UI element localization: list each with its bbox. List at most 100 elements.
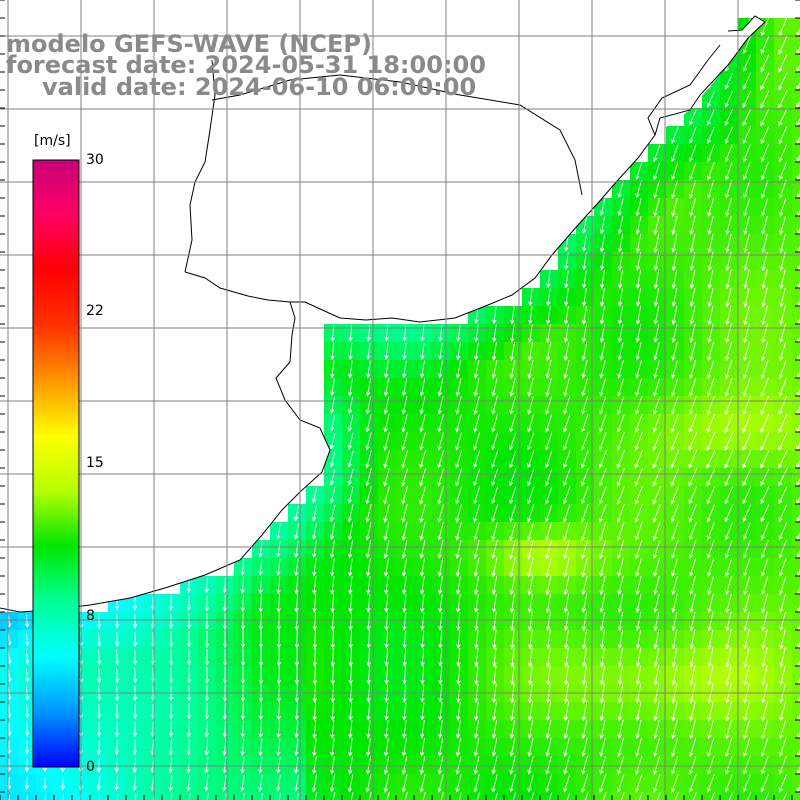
wind-arrow xyxy=(706,504,715,523)
wind-arrow xyxy=(617,342,624,361)
wind-arrow xyxy=(222,757,227,774)
wind-arrow xyxy=(383,756,390,775)
wind-arrow xyxy=(707,215,714,235)
wind-arrow xyxy=(204,649,210,666)
wind-arrow xyxy=(473,468,481,487)
wind-cell xyxy=(504,792,523,800)
wind-arrow xyxy=(527,737,534,757)
wind-arrow xyxy=(491,756,498,775)
wind-arrow xyxy=(311,540,317,559)
wind-arrow xyxy=(689,737,697,757)
wind-arrow xyxy=(563,539,571,560)
wind-arrow xyxy=(779,323,787,344)
wind-arrow xyxy=(527,359,534,380)
wind-arrow xyxy=(617,360,624,379)
wind-arrow xyxy=(114,757,119,774)
wind-cell xyxy=(792,792,800,800)
wind-arrow xyxy=(366,594,371,613)
wind-arrow xyxy=(652,431,662,451)
wind-arrow xyxy=(689,162,697,181)
wind-arrow xyxy=(743,575,751,595)
wind-cell xyxy=(486,792,505,800)
wind-arrow xyxy=(725,557,733,577)
wind-arrow xyxy=(599,287,605,307)
wind-arrow xyxy=(437,450,445,469)
wind-arrow xyxy=(527,647,533,668)
wind-arrow xyxy=(330,342,335,361)
wind-arrow xyxy=(384,648,389,667)
wind-arrow xyxy=(635,162,643,181)
wind-arrow xyxy=(60,776,65,791)
wind-cell xyxy=(792,144,800,163)
wind-arrow xyxy=(509,774,516,793)
wind-arrow xyxy=(473,539,480,560)
wind-arrow xyxy=(580,521,589,542)
wind-arrow xyxy=(634,503,643,523)
wind-arrow xyxy=(527,539,535,560)
wind-arrow xyxy=(671,629,678,650)
wind-arrow xyxy=(779,287,786,308)
wind-arrow xyxy=(455,594,461,613)
wind-arrow xyxy=(724,774,733,793)
wind-arrow xyxy=(638,791,643,800)
wind-arrow xyxy=(437,576,443,595)
wind-arrow xyxy=(527,665,533,686)
wind-arrow xyxy=(96,721,102,738)
wind-arrow xyxy=(742,468,752,487)
wind-arrow xyxy=(653,629,660,650)
wind-arrow xyxy=(563,323,570,344)
wind-arrow xyxy=(635,557,643,578)
wind-arrow xyxy=(778,162,787,181)
wind-arrow xyxy=(616,468,625,487)
wind-arrow xyxy=(491,396,498,415)
wind-arrow xyxy=(204,739,209,756)
wind-arrow xyxy=(224,793,227,800)
wind-cell xyxy=(360,792,379,800)
wind-arrow xyxy=(581,270,587,289)
wind-arrow xyxy=(689,719,696,740)
wind-arrow xyxy=(545,468,553,487)
wind-arrow xyxy=(311,522,318,540)
wind-arrow xyxy=(545,486,553,505)
wind-arrow xyxy=(778,180,787,199)
wind-arrow xyxy=(689,665,696,686)
wind-arrow xyxy=(635,737,642,757)
wind-arrow xyxy=(761,341,769,362)
wind-arrow xyxy=(438,612,443,631)
wind-arrow xyxy=(222,739,227,756)
wind-arrow xyxy=(420,342,425,361)
wind-arrow xyxy=(383,450,390,469)
wind-arrow xyxy=(365,774,372,793)
wind-arrow xyxy=(491,738,498,757)
wind-arrow xyxy=(26,794,28,800)
wind-arrow xyxy=(634,449,644,469)
wind-arrow xyxy=(742,540,751,559)
wind-arrow xyxy=(706,144,715,163)
wind-cell xyxy=(522,792,541,800)
wind-arrow xyxy=(294,576,299,595)
wind-arrow xyxy=(509,414,517,433)
wind-arrow xyxy=(742,359,751,380)
wind-arrow xyxy=(707,269,714,290)
wind-arrow xyxy=(653,180,660,199)
wind-arrow xyxy=(116,793,119,800)
wind-arrow xyxy=(581,611,588,632)
wind-cell xyxy=(792,378,800,397)
wind-arrow xyxy=(545,737,552,757)
wind-arrow xyxy=(671,233,678,254)
wind-arrow xyxy=(761,719,769,740)
wind-arrow xyxy=(97,649,102,666)
wind-cell xyxy=(288,792,307,800)
wind-arrow xyxy=(422,791,426,800)
wind-arrow xyxy=(670,449,680,469)
wind-arrow xyxy=(564,252,569,271)
wind-arrow xyxy=(652,521,661,541)
wind-arrow xyxy=(347,468,354,487)
wind-arrow xyxy=(222,595,228,612)
wind-arrow xyxy=(329,378,335,397)
wind-arrow xyxy=(545,593,552,614)
wind-arrow xyxy=(312,720,317,739)
wind-arrow xyxy=(778,108,788,127)
wind-arrow xyxy=(222,775,227,792)
wind-arrow xyxy=(653,144,661,163)
